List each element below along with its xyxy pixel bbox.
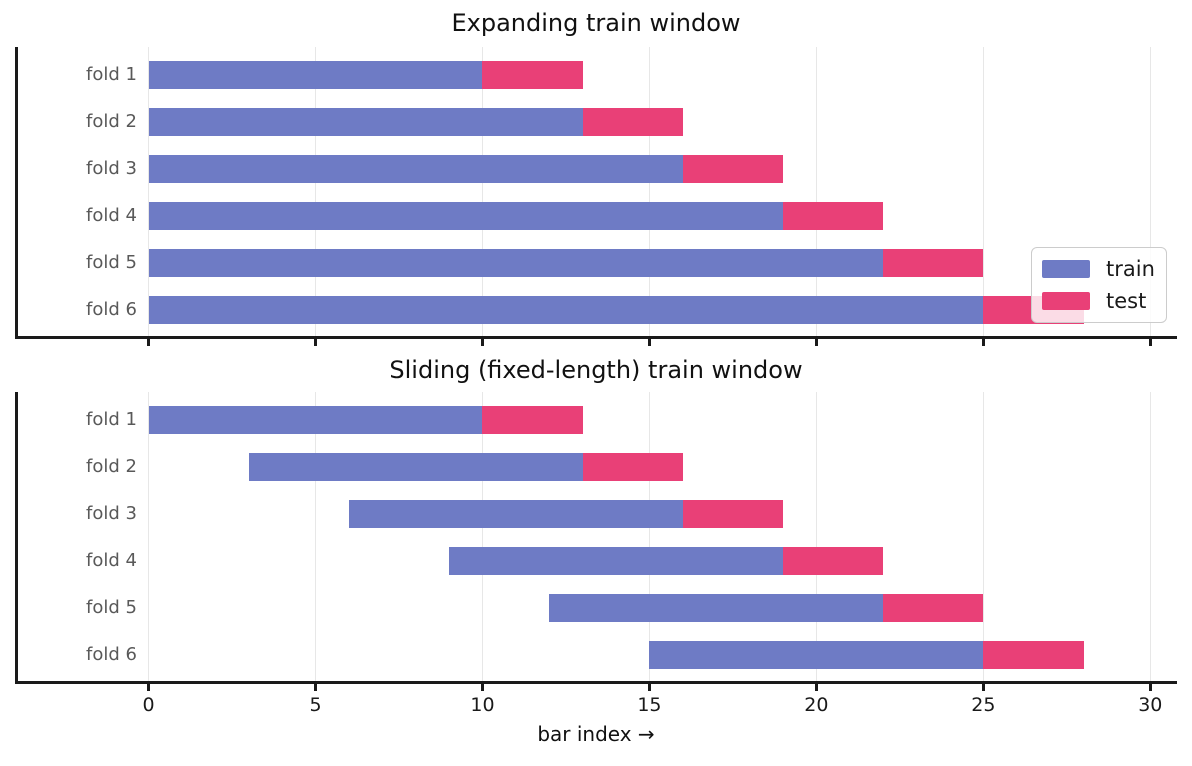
x-tick-mark-0 xyxy=(147,683,150,691)
gridline-x-15 xyxy=(648,392,651,681)
y-category-label: fold 4 xyxy=(86,205,137,226)
x-axis-spine xyxy=(15,681,1177,684)
bar-segment-test xyxy=(682,155,783,183)
legend-swatch-train xyxy=(1042,260,1090,278)
bar-segment-test xyxy=(883,249,984,277)
x-tick-label-5: 5 xyxy=(309,694,322,716)
x-tick-mark-10 xyxy=(481,683,484,691)
plot-area-expanding: fold 1 fold 2 fold 3 fold 4 fold 5 fold 6 trai… xyxy=(15,47,1177,346)
gridline-x-5 xyxy=(314,392,317,681)
x-tick-mark-25 xyxy=(982,338,985,346)
legend-label-test: test xyxy=(1106,288,1147,313)
gridline-x-0 xyxy=(147,392,150,681)
x-tick-mark-15 xyxy=(648,338,651,346)
x-tick-mark-10 xyxy=(481,338,484,346)
x-tick-label-20: 20 xyxy=(804,694,829,716)
bar-segment-train xyxy=(649,641,984,669)
gridline-x-25 xyxy=(982,47,985,336)
gridline-x-10 xyxy=(481,47,484,336)
bar-segment-test xyxy=(983,641,1084,669)
x-tick-mark-5 xyxy=(314,683,317,691)
bar-segment-test xyxy=(482,406,583,434)
y-category-label: fold 1 xyxy=(86,64,137,85)
gridline-x-25 xyxy=(982,392,985,681)
bar-segment-train xyxy=(148,202,783,230)
x-tick-mark-20 xyxy=(815,683,818,691)
x-tick-mark-5 xyxy=(314,338,317,346)
bar-segment-train xyxy=(248,453,583,481)
legend-swatch-test xyxy=(1042,292,1090,310)
x-tick-mark-15 xyxy=(648,683,651,691)
bar-segment-test xyxy=(883,594,984,622)
gridline-x-20 xyxy=(815,47,818,336)
y-category-label: fold 5 xyxy=(86,252,137,273)
x-tick-mark-30 xyxy=(1149,683,1152,691)
x-tick-label-0: 0 xyxy=(142,694,155,716)
y-category-label: fold 2 xyxy=(86,111,137,132)
y-category-label: fold 4 xyxy=(86,550,137,571)
y-category-label: fold 6 xyxy=(86,299,137,320)
x-tick-label-15: 15 xyxy=(637,694,662,716)
gridline-x-0 xyxy=(147,47,150,336)
y-axis-spine xyxy=(15,392,18,683)
bar-segment-train xyxy=(348,500,683,528)
bar-segment-test xyxy=(682,500,783,528)
bar-segment-train xyxy=(148,108,583,136)
gridline-x-10 xyxy=(481,392,484,681)
legend-item-test: test xyxy=(1042,287,1156,315)
bar-segment-test xyxy=(582,453,683,481)
bar-segment-test xyxy=(582,108,683,136)
y-category-label: fold 1 xyxy=(86,409,137,430)
gridline-x-20 xyxy=(815,392,818,681)
y-category-label: fold 3 xyxy=(86,503,137,524)
x-tick-mark-30 xyxy=(1149,338,1152,346)
bar-segment-train xyxy=(148,61,483,89)
bar-segment-test xyxy=(482,61,583,89)
legend-item-train: train xyxy=(1042,255,1156,283)
x-tick-mark-25 xyxy=(982,683,985,691)
x-tick-mark-0 xyxy=(147,338,150,346)
bar-segment-train xyxy=(549,594,884,622)
y-axis-spine xyxy=(15,47,18,338)
y-category-label: fold 5 xyxy=(86,597,137,618)
y-category-label: fold 3 xyxy=(86,158,137,179)
gridline-x-30 xyxy=(1149,47,1152,336)
bar-segment-train xyxy=(449,547,783,575)
legend-label-train: train xyxy=(1106,256,1155,281)
x-tick-label-10: 10 xyxy=(470,694,495,716)
chart-title-expanding: Expanding train window xyxy=(451,9,741,37)
plot-area-sliding: 0 5 10 15 20 25 30 fold 1 fold 2 fold 3 fold 4 fold… xyxy=(15,392,1177,716)
x-axis-label: bar index → xyxy=(537,722,655,746)
chart-title-sliding: Sliding (fixed-length) train window xyxy=(389,356,803,384)
bar-segment-test xyxy=(782,547,884,575)
bar-segment-train xyxy=(148,406,483,434)
bar-segment-train xyxy=(148,249,884,277)
gridline-x-30 xyxy=(1149,392,1152,681)
x-axis-spine xyxy=(15,336,1177,339)
bar-segment-train xyxy=(148,155,683,183)
bar-segment-train xyxy=(148,296,984,324)
gridline-x-5 xyxy=(314,47,317,336)
x-tick-label-30: 30 xyxy=(1138,694,1163,716)
x-tick-mark-20 xyxy=(815,338,818,346)
x-tick-label-25: 25 xyxy=(971,694,996,716)
y-category-label: fold 6 xyxy=(86,644,137,665)
bar-segment-test xyxy=(782,202,884,230)
legend: train test xyxy=(1031,247,1167,323)
y-category-label: fold 2 xyxy=(86,456,137,477)
gridline-x-15 xyxy=(648,47,651,336)
